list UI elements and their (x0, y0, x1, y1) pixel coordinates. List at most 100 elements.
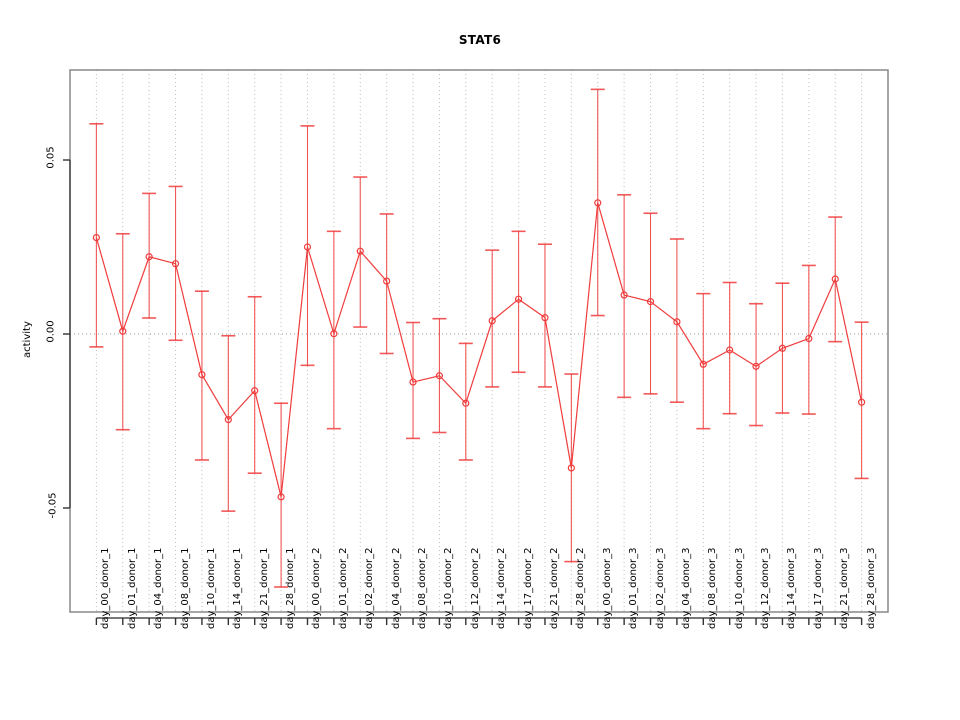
data-point-marker (303, 243, 312, 251)
x-tick-label: day_14_donor_2 (496, 547, 508, 629)
data-point-group (247, 295, 262, 475)
data-point-group (194, 290, 209, 461)
data-point-marker (805, 334, 813, 343)
data-point-group (432, 317, 447, 434)
data-point-marker (356, 247, 364, 255)
data-point-marker (330, 330, 338, 338)
data-point-group (89, 123, 104, 348)
x-tick-label: day_14_donor_3 (786, 547, 798, 629)
data-point-group (564, 373, 579, 563)
y-tick-label: -0.05 (40, 493, 60, 519)
x-tick-label: day_08_donor_1 (179, 547, 191, 629)
data-point-marker (462, 399, 470, 407)
x-tick-label: day_04_donor_2 (390, 547, 402, 629)
x-tick-label: day_17_donor_2 (522, 547, 534, 629)
data-point-group (696, 292, 711, 430)
data-point-marker (752, 362, 760, 370)
data-point-marker (514, 295, 523, 303)
x-tick-label: day_00_donor_2 (311, 547, 323, 629)
data-point-group (221, 334, 236, 512)
x-tick-label: day_21_donor_3 (839, 547, 851, 629)
data-point-group (669, 238, 684, 404)
data-point-group (300, 125, 315, 367)
data-point-marker (858, 398, 866, 406)
data-point-marker (435, 372, 444, 380)
x-tick-label: day_28_donor_3 (865, 547, 877, 629)
x-tick-label: day_01_donor_2 (337, 547, 349, 629)
x-tick-label: day_00_donor_1 (100, 547, 112, 629)
x-tick-label: day_17_donor_3 (812, 547, 824, 629)
x-tick-label: day_00_donor_3 (601, 547, 613, 629)
data-point-group (353, 176, 368, 328)
data-point-marker (488, 317, 496, 325)
x-tick-label: day_10_donor_3 (733, 547, 745, 629)
chart-title: STAT6 (458, 33, 502, 47)
x-tick-label: day_10_donor_1 (205, 547, 217, 629)
data-point-group (168, 185, 183, 342)
x-tick-label: day_04_donor_1 (153, 547, 165, 629)
x-tick-label: day_04_donor_3 (680, 547, 692, 629)
x-tick-label: day_10_donor_2 (443, 547, 455, 629)
data-point-marker (383, 277, 391, 285)
y-tick-label: 0.05 (40, 146, 60, 168)
data-point-group (801, 264, 816, 415)
data-point-group (854, 321, 869, 480)
y-tick-label-text: -0.05 (47, 492, 59, 519)
y-tick-label-text: 0.00 (45, 320, 57, 343)
x-tick-label: day_28_donor_2 (575, 547, 587, 629)
x-tick-label: day_01_donor_1 (126, 547, 138, 629)
data-point-group (326, 230, 341, 430)
data-point-marker (673, 318, 681, 326)
y-tick-label-text: 0.05 (45, 146, 57, 169)
data-point-group (511, 230, 526, 374)
data-point-group (775, 282, 790, 414)
data-point-marker (251, 387, 259, 395)
data-point-marker (646, 298, 655, 306)
data-point-marker (726, 346, 734, 354)
x-tick-label: day_01_donor_3 (628, 547, 640, 629)
data-point-group (379, 213, 394, 355)
data-point-marker (171, 260, 180, 268)
data-point-marker (778, 344, 787, 352)
x-tick-label: day_12_donor_2 (469, 547, 481, 629)
data-point-marker (541, 314, 549, 322)
x-tick-label: day_08_donor_2 (417, 547, 429, 629)
data-point-group (406, 321, 421, 440)
data-point-group (749, 302, 764, 427)
data-point-marker (567, 464, 575, 472)
data-point-marker (145, 253, 153, 261)
data-point-marker (831, 275, 839, 283)
data-point-marker (198, 371, 206, 379)
data-point-marker (119, 327, 127, 335)
data-point-marker (620, 291, 628, 299)
data-point-group (274, 402, 289, 588)
x-tick-label: day_21_donor_2 (548, 547, 560, 629)
data-point-marker (699, 360, 707, 368)
data-point-group (722, 281, 737, 415)
data-point-marker (92, 234, 100, 242)
x-tick-label: day_14_donor_1 (232, 547, 244, 629)
data-point-group (458, 342, 473, 461)
y-tick-label: 0.00 (40, 320, 60, 342)
data-point-group (142, 192, 157, 319)
data-point-group (485, 249, 500, 388)
data-point-group (590, 88, 605, 317)
x-tick-label: day_08_donor_3 (707, 547, 719, 629)
data-point-group (617, 194, 632, 399)
x-tick-label: day_02_donor_3 (654, 547, 666, 629)
data-point-group (643, 212, 658, 395)
data-point-group (537, 243, 552, 388)
data-point-marker (277, 493, 285, 501)
data-point-marker (409, 378, 417, 386)
data-point-group (828, 216, 843, 343)
x-tick-label: day_12_donor_3 (760, 547, 772, 629)
plot-frame (69, 69, 889, 613)
x-tick-label: day_02_donor_2 (364, 547, 376, 629)
x-tick-label: day_28_donor_1 (285, 547, 297, 629)
data-point-group (115, 232, 130, 431)
x-tick-label: day_21_donor_1 (258, 547, 270, 629)
data-point-marker (594, 199, 602, 207)
data-point-marker (224, 416, 232, 424)
